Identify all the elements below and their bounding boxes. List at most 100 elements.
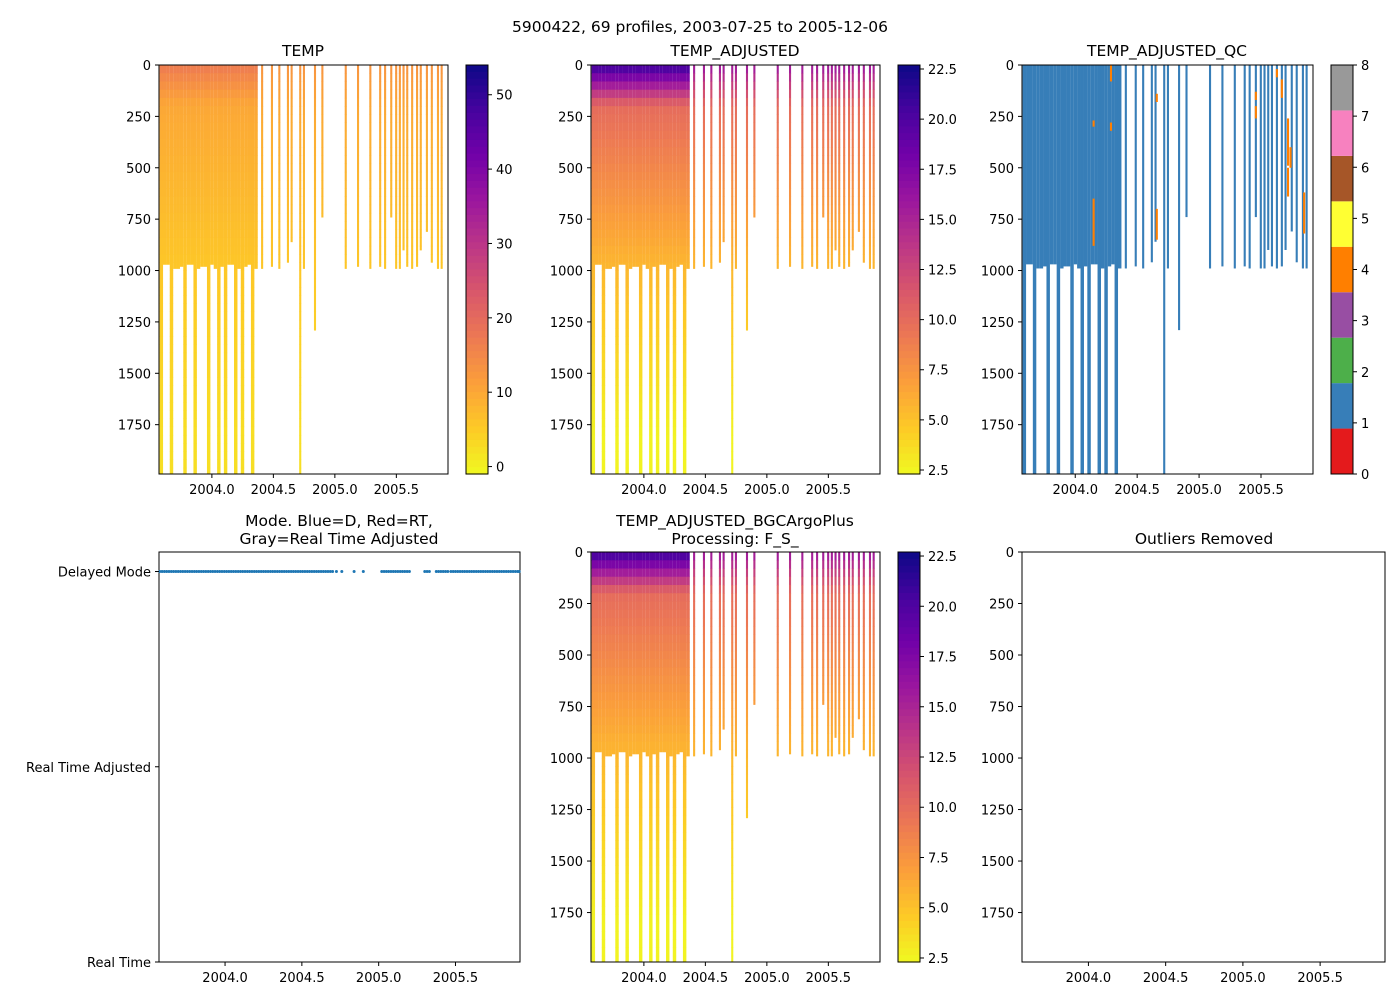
heatmap-cell-temp [200, 130, 204, 140]
heatmap-cell-bgcargoplus [669, 609, 673, 619]
heatmap-cell-bgcargoplus [652, 692, 656, 701]
heatmap-cell-bgcargoplus [649, 659, 653, 668]
heatmap-cell-temp [302, 171, 305, 181]
heatmap-cell-bgcargoplus [594, 716, 599, 726]
heatmap-cell-bgcargoplus [632, 716, 636, 726]
heatmap-cell-temp [398, 122, 401, 132]
heatmap-cell-temp-adjusted [672, 171, 677, 181]
qc-profile-flag-1 [1060, 65, 1064, 269]
heatmap-cell-temp-adjusted [632, 188, 636, 197]
x-tick-label-temp: 2004.5 [251, 483, 297, 498]
heatmap-cell-bgcargoplus [710, 749, 713, 757]
heatmap-cell-temp-adjusted [718, 81, 721, 91]
heatmap-cell-temp [169, 418, 174, 428]
heatmap-cell-temp-adjusted [666, 328, 670, 337]
heatmap-cell-temp [395, 204, 398, 214]
heatmap-cell-temp [203, 73, 208, 82]
heatmap-cell-temp [193, 451, 197, 461]
heatmap-cell-temp-adjusted [638, 385, 643, 395]
heatmap-cell-temp [203, 245, 208, 255]
heatmap-cell-temp [196, 81, 201, 91]
heatmap-cell-bgcargoplus [598, 667, 602, 677]
heatmap-cell-temp [440, 221, 443, 230]
heatmap-cell-temp-adjusted [710, 89, 713, 99]
heatmap-cell-temp [344, 196, 347, 206]
mode-point-delayed [301, 570, 305, 574]
heatmap-cell-temp-adjusted [718, 221, 721, 230]
heatmap-cell-temp-adjusted [649, 73, 653, 82]
heatmap-cell-temp-adjusted [830, 65, 833, 74]
heatmap-cell-bgcargoplus [672, 955, 677, 963]
heatmap-cell-temp [356, 180, 360, 189]
x-tick-label-temp-adjusted-qc: 2004.0 [1052, 483, 1098, 498]
heatmap-cell-bgcargoplus [672, 609, 677, 619]
heatmap-cell-temp-adjusted [638, 163, 643, 173]
heatmap-cell-bgcargoplus [615, 766, 619, 775]
heatmap-cell-bgcargoplus [734, 700, 737, 709]
heatmap-cell-temp-adjusted [605, 138, 609, 148]
heatmap-cell-bgcargoplus [666, 906, 670, 916]
heatmap-cell-temp [261, 138, 264, 148]
heatmap-cell-temp-adjusted [702, 106, 706, 115]
heatmap-cell-temp-adjusted [682, 377, 687, 387]
heatmap-cell-temp [173, 171, 177, 181]
heatmap-cell-bgcargoplus [682, 873, 687, 883]
heatmap-cell-temp [244, 229, 248, 239]
heatmap-cell-temp-adjusted [872, 229, 875, 239]
figure-suptitle: 5900422, 69 profiles, 2003-07-25 to 2005… [512, 18, 888, 36]
heatmap-cell-bgcargoplus [702, 659, 706, 668]
heatmap-cell-temp-adjusted [632, 180, 636, 189]
heatmap-cell-temp [234, 212, 238, 222]
heatmap-cell-bgcargoplus [745, 675, 749, 685]
heatmap-cell-temp [384, 262, 387, 269]
heatmap-cell-bgcargoplus [638, 642, 643, 652]
heatmap-cell-bgcargoplus [731, 758, 734, 767]
heatmap-cell-bgcargoplus [682, 881, 687, 891]
y-tick-label-temp-adjusted-qc: 1000 [981, 265, 1014, 280]
heatmap-cell-bgcargoplus [591, 741, 596, 751]
heatmap-cell-bgcargoplus [628, 584, 633, 594]
heatmap-cell-temp-adjusted [632, 171, 636, 181]
heatmap-cell-temp [278, 73, 281, 82]
qc-segment-flag-4 [1109, 65, 1113, 82]
heatmap-cell-temp [313, 147, 317, 156]
heatmap-cell-bgcargoplus [672, 741, 677, 751]
heatmap-cell-bgcargoplus [611, 584, 616, 594]
heatmap-cell-temp [395, 180, 398, 189]
heatmap-cell-temp-adjusted [649, 278, 653, 288]
heatmap-cell-bgcargoplus [702, 576, 706, 586]
heatmap-cell-bgcargoplus [676, 568, 680, 578]
heatmap-cell-temp [240, 163, 245, 173]
heatmap-cell-temp-adjusted [601, 229, 606, 239]
heatmap-cell-temp [162, 171, 167, 181]
heatmap-cell-temp-adjusted [611, 196, 616, 206]
heatmap-cell-bgcargoplus [659, 552, 663, 561]
heatmap-cell-temp [240, 303, 245, 313]
heatmap-cell-temp [390, 106, 393, 115]
heatmap-cell-temp [240, 393, 245, 403]
heatmap-cell-temp [203, 114, 208, 123]
heatmap-cell-temp [240, 443, 245, 452]
heatmap-cell-bgcargoplus [718, 560, 721, 569]
heatmap-cell-bgcargoplus [734, 560, 737, 569]
heatmap-cell-bgcargoplus [628, 733, 633, 742]
heatmap-cell-bgcargoplus [702, 609, 706, 619]
colorbar-segment-temp-adjusted [898, 412, 920, 421]
heatmap-cell-temp-adjusted [611, 204, 616, 214]
heatmap-cell-temp [183, 434, 187, 444]
heatmap-cell-temp [223, 73, 228, 82]
y-tick-label-temp-adjusted: 1750 [550, 419, 583, 434]
heatmap-cell-bgcargoplus [649, 617, 653, 627]
heatmap-cell-temp-adjusted [830, 245, 833, 255]
heatmap-cell-temp-adjusted [734, 89, 737, 99]
heatmap-cell-temp-adjusted [632, 204, 636, 214]
heatmap-cell-temp-adjusted [591, 180, 596, 189]
heatmap-cell-temp [290, 212, 293, 222]
heatmap-cell-temp-adjusted [608, 147, 612, 156]
heatmap-cell-temp [247, 97, 251, 107]
heatmap-cell-bgcargoplus [638, 617, 643, 627]
heatmap-cell-temp [169, 245, 174, 255]
heatmap-cell-temp-adjusted [655, 410, 660, 419]
heatmap-cell-temp [200, 237, 204, 247]
heatmap-cell-temp-adjusted [672, 204, 677, 214]
